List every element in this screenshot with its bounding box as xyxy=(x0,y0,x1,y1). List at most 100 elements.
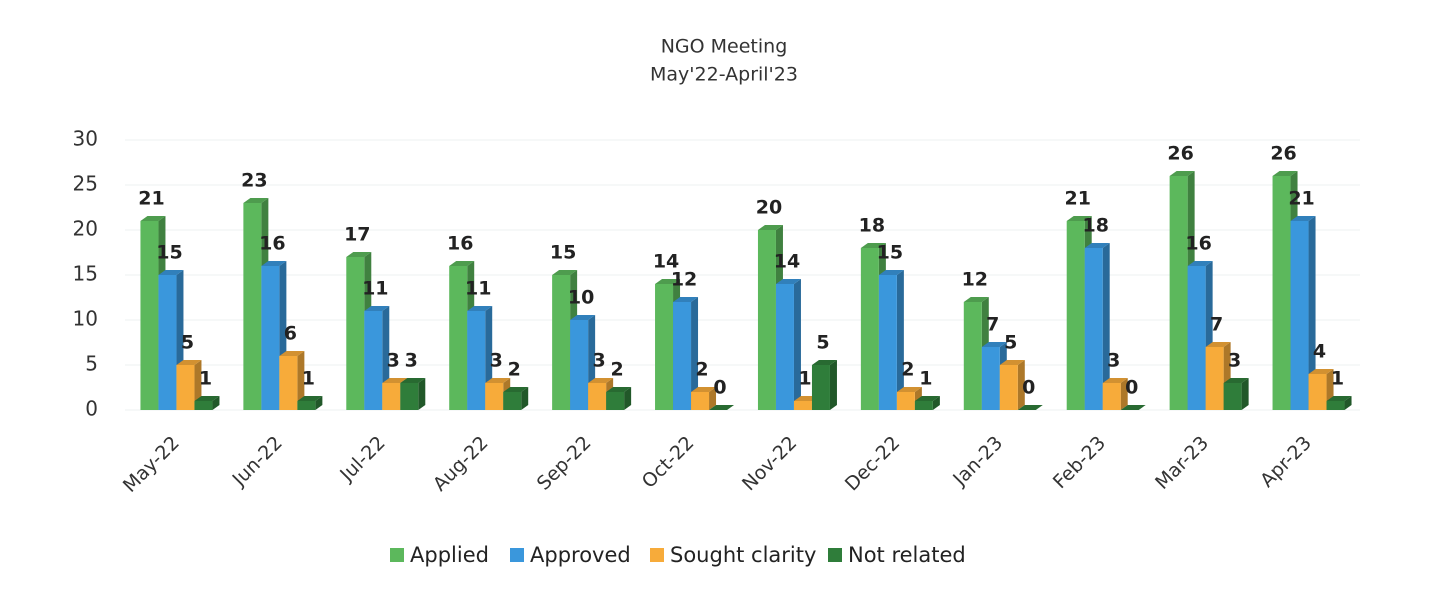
data-label: 7 xyxy=(986,314,999,336)
bar-top xyxy=(775,279,801,284)
bar-top xyxy=(673,297,699,302)
bar xyxy=(279,356,298,410)
y-tick-label: 10 xyxy=(73,307,98,331)
bar-top xyxy=(860,243,886,248)
x-tick-label: Apr-23 xyxy=(1256,432,1316,492)
data-label: 6 xyxy=(284,323,297,345)
bar-top xyxy=(503,387,529,392)
data-label: 2 xyxy=(508,359,521,381)
bar xyxy=(981,347,1000,410)
data-label: 14 xyxy=(774,251,800,273)
y-tick-label: 5 xyxy=(85,352,98,376)
bar-top xyxy=(914,396,940,401)
bar-top xyxy=(346,252,372,257)
bar-top xyxy=(140,216,166,221)
bar xyxy=(1272,176,1291,410)
bar-side xyxy=(624,387,632,410)
data-label: 2 xyxy=(611,359,624,381)
data-label: 2 xyxy=(901,359,914,381)
bar-top xyxy=(896,387,922,392)
bar-top xyxy=(158,270,184,275)
bar-top xyxy=(1102,378,1128,383)
bar-top xyxy=(878,270,904,275)
data-label: 3 xyxy=(490,350,503,372)
bar xyxy=(1169,176,1188,410)
bar-top xyxy=(1017,405,1043,410)
data-label: 20 xyxy=(756,197,782,219)
chart-subtitle: May'22-April'23 xyxy=(650,64,798,86)
bar xyxy=(606,392,625,410)
bar-top xyxy=(570,315,596,320)
bar xyxy=(914,401,933,410)
bar xyxy=(364,311,383,410)
bar-top xyxy=(691,387,717,392)
legend-label: Applied xyxy=(410,543,489,567)
data-label: 1 xyxy=(919,368,932,390)
x-tick-label: Oct-22 xyxy=(638,432,699,493)
bar xyxy=(400,383,419,410)
y-tick-label: 0 xyxy=(85,397,98,421)
bar xyxy=(382,383,401,410)
bar-top xyxy=(606,387,632,392)
bar xyxy=(570,320,589,410)
bar-top xyxy=(1187,261,1213,266)
bar-side xyxy=(793,279,801,410)
bar-side xyxy=(297,351,305,410)
x-tick-label: Feb-23 xyxy=(1049,432,1110,493)
bar xyxy=(691,392,710,410)
bar xyxy=(503,392,522,410)
bar xyxy=(775,284,794,410)
bar-top xyxy=(757,225,783,230)
bar-side xyxy=(932,396,940,410)
x-tick-label: Jan-23 xyxy=(948,432,1007,491)
bar-side xyxy=(896,270,904,410)
x-tick-label: Sep-22 xyxy=(533,432,596,495)
bar-top xyxy=(261,261,287,266)
data-label: 12 xyxy=(962,269,988,291)
data-label: 3 xyxy=(593,350,606,372)
y-tick-label: 15 xyxy=(73,262,98,286)
data-label: 12 xyxy=(671,269,697,291)
bar-top xyxy=(1066,216,1092,221)
bar xyxy=(588,383,607,410)
data-label: 26 xyxy=(1167,143,1193,165)
bar xyxy=(1187,266,1206,410)
bar-top xyxy=(467,306,493,311)
bar-side xyxy=(1120,378,1128,410)
bar xyxy=(552,275,571,410)
bar xyxy=(860,248,879,410)
bar-top xyxy=(552,270,578,275)
bar-top xyxy=(194,396,220,401)
bar xyxy=(176,365,195,410)
bar-top xyxy=(709,405,735,410)
bar-side xyxy=(691,297,699,410)
bar-top xyxy=(811,360,837,365)
bar xyxy=(449,266,468,410)
data-label: 4 xyxy=(1313,341,1326,363)
bar-top xyxy=(1169,171,1195,176)
bar-top xyxy=(1272,171,1298,176)
bar-top xyxy=(1120,405,1146,410)
bar xyxy=(140,221,159,410)
data-label: 1 xyxy=(302,368,315,390)
data-label: 21 xyxy=(138,188,164,210)
bar-side xyxy=(1017,360,1025,410)
x-tick-label: Aug-22 xyxy=(429,432,493,496)
bar-side xyxy=(1241,378,1249,410)
legend-label: Sought clarity xyxy=(670,543,816,567)
data-label: 17 xyxy=(344,224,370,246)
bar xyxy=(811,365,830,410)
data-label: 3 xyxy=(387,350,400,372)
bar-top xyxy=(655,279,681,284)
bar-top xyxy=(382,378,408,383)
data-label: 3 xyxy=(1228,350,1241,372)
data-label: 7 xyxy=(1210,314,1223,336)
bar-top xyxy=(1205,342,1231,347)
bar xyxy=(467,311,486,410)
bar-top xyxy=(485,378,511,383)
bar-top xyxy=(588,378,614,383)
x-tick-label: Jul-22 xyxy=(335,432,389,486)
bar xyxy=(896,392,915,410)
bar xyxy=(297,401,316,410)
